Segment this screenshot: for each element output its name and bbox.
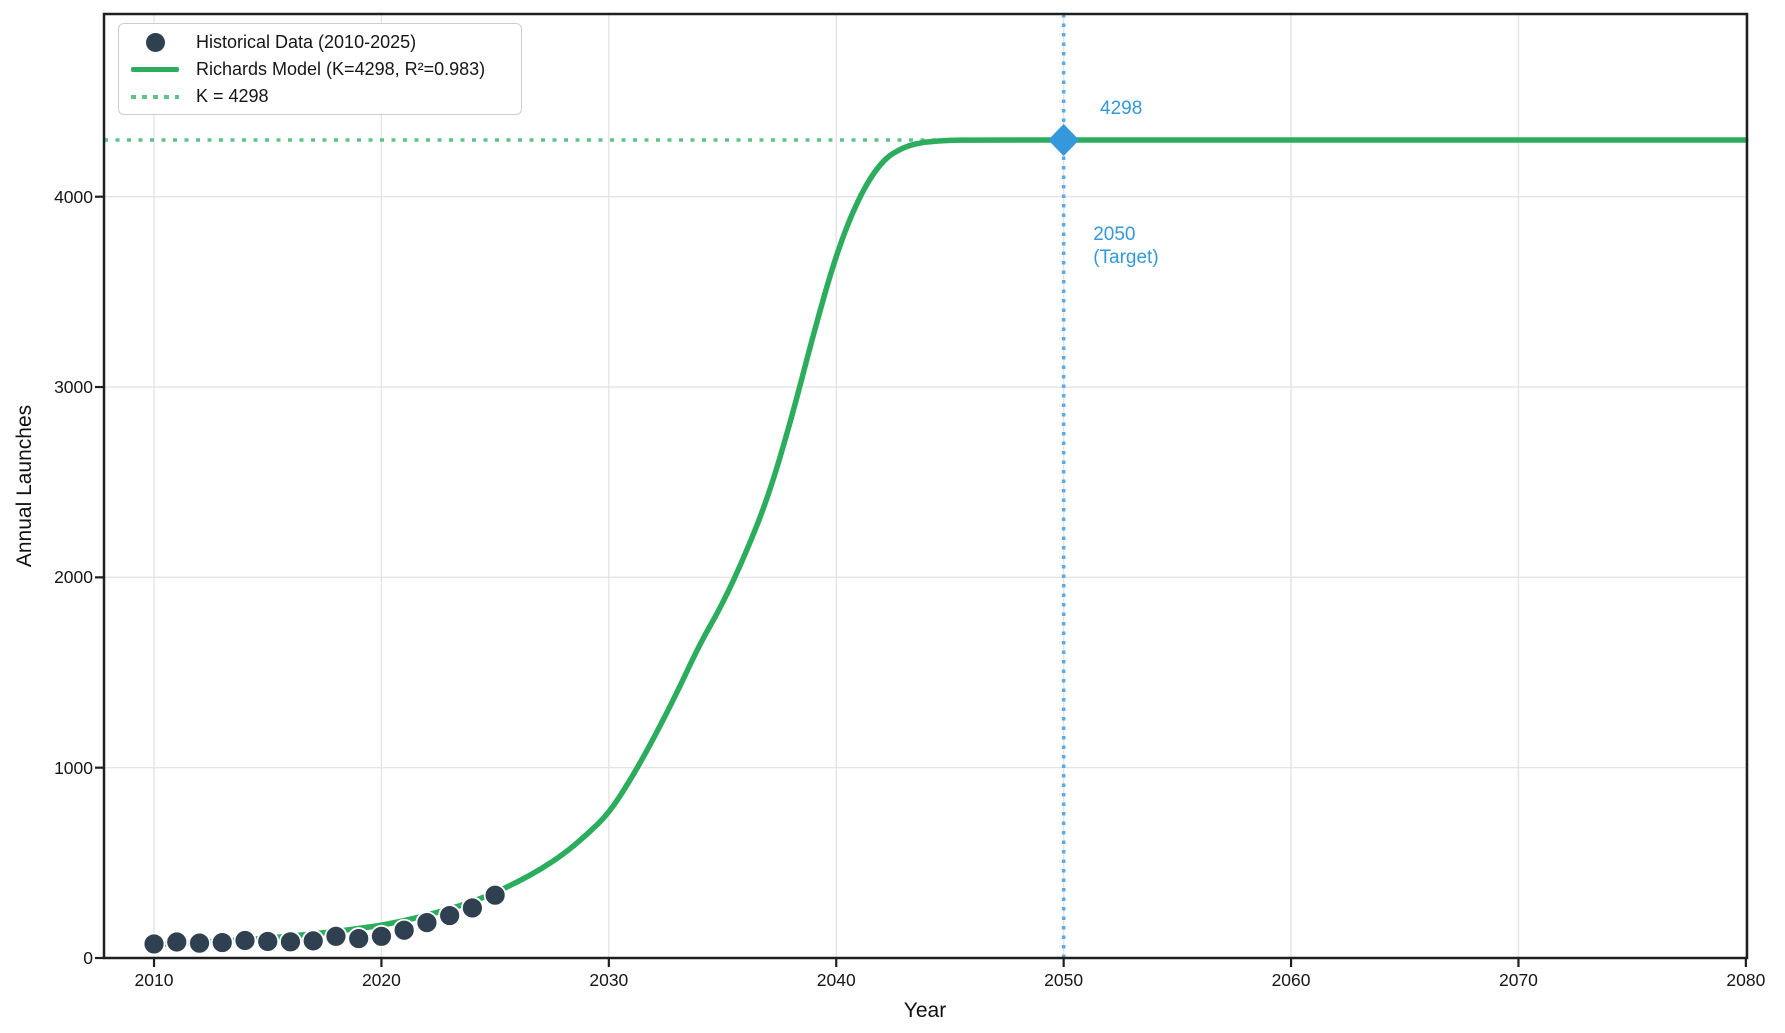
historical-data-point	[210, 931, 234, 954]
historical-data-point	[483, 883, 507, 907]
target-diamond-marker	[1048, 123, 1080, 156]
legend-item-model: Richards Model (K=4298, R²=0.983)	[119, 56, 521, 83]
x-tick-label: 2020	[361, 970, 401, 990]
x-tick-label: 2040	[816, 970, 856, 990]
historical-data-point	[188, 931, 211, 955]
legend-label-model: Richards Model (K=4298, R²=0.983)	[196, 59, 486, 79]
y-axis-title: Annual Launches	[13, 404, 36, 568]
dotted-line-marker-icon	[129, 94, 181, 99]
historical-data-point	[438, 904, 462, 927]
x-axis-title: Year	[903, 999, 947, 1022]
legend-label-historical: Historical Data (2010-2025)	[196, 32, 417, 52]
historical-data-point	[233, 929, 257, 952]
historical-data-point	[279, 930, 302, 954]
historical-data-point	[415, 911, 439, 934]
axes-spines	[102, 12, 1749, 960]
y-tick-label: 4000	[54, 186, 93, 207]
y-tick-label: 0	[83, 948, 93, 968]
richards-model-curve	[151, 137, 1749, 948]
y-tick-label: 2000	[54, 567, 93, 588]
legend-label-k: K = 4298	[196, 86, 269, 106]
x-tick-label: 2060	[1271, 970, 1311, 990]
target-year-label: 2050 (Target)	[1093, 223, 1159, 268]
historical-data-point	[256, 930, 280, 953]
historical-data-point	[324, 924, 348, 948]
k-value-label: 4298	[1100, 98, 1143, 120]
legend-item-historical: Historical Data (2010-2025)	[119, 29, 521, 56]
scatter-marker-icon	[129, 33, 181, 52]
legend: Historical Data (2010-2025) Richards Mod…	[118, 23, 522, 115]
x-tick-label: 2070	[1498, 970, 1538, 990]
historical-data-point	[392, 918, 416, 942]
y-tick-label: 1000	[54, 757, 93, 778]
x-tick-label: 2050	[1044, 970, 1084, 990]
x-tick-label: 2080	[1726, 970, 1766, 990]
legend-item-k: K = 4298	[119, 83, 521, 110]
historical-data-point	[347, 927, 371, 950]
historical-data-point	[460, 896, 484, 920]
historical-data-point	[142, 932, 166, 956]
line-marker-icon	[129, 67, 181, 72]
x-tick-label: 2010	[134, 970, 174, 990]
x-tick-label: 2030	[589, 970, 629, 990]
y-tick-label: 3000	[54, 377, 93, 398]
historical-data-point	[301, 929, 325, 953]
historical-data-point	[370, 924, 393, 948]
historical-data-point	[165, 930, 189, 954]
